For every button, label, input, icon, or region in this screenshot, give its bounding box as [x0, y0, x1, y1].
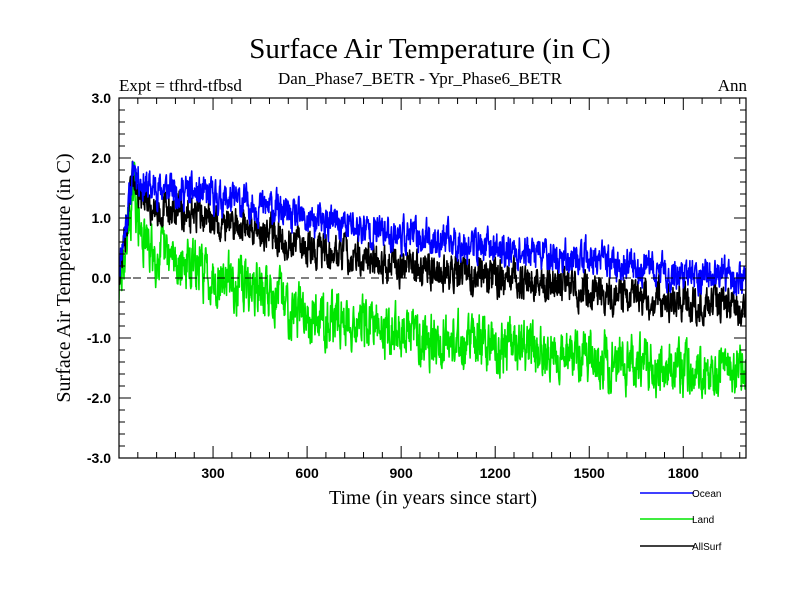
x-tick-label: 600	[295, 465, 319, 481]
y-tick-label: -1.0	[87, 330, 111, 346]
chart-title: Surface Air Temperature (in C)	[249, 33, 610, 65]
legend-label-land: Land	[692, 515, 714, 526]
series-line-ocean	[119, 160, 746, 297]
period-label: Ann	[718, 76, 748, 95]
y-tick-label: -3.0	[87, 450, 111, 466]
y-tick-label: 3.0	[92, 90, 112, 106]
y-axis-label: Surface Air Temperature (in C)	[53, 153, 75, 402]
x-tick-label: 1200	[480, 465, 511, 481]
y-tick-label: 2.0	[92, 150, 112, 166]
y-tick-label: 1.0	[92, 210, 112, 226]
legend-label-allsurf: AllSurf	[692, 542, 722, 553]
x-tick-label: 300	[201, 465, 225, 481]
legend-label-ocean: Ocean	[692, 489, 721, 500]
x-tick-label: 1500	[574, 465, 605, 481]
ticks-layer: 3.0 2.0 1.0 0.0 -1.0 -2.0 -3.0 300 600 900 1200 150…	[87, 90, 746, 481]
series-layer	[119, 160, 746, 400]
legend: Ocean Land AllSurf	[640, 489, 722, 553]
x-axis-label: Time (in years since start)	[329, 487, 537, 509]
x-tick-label: 1800	[668, 465, 699, 481]
experiment-label: Expt = tfhrd-tfbsd	[119, 76, 242, 95]
series-line-allsurf	[119, 160, 746, 327]
chart-subtitle: Dan_Phase7_BETR - Ypr_Phase6_BETR	[278, 69, 563, 88]
y-tick-label: -2.0	[87, 390, 111, 406]
y-tick-label: 0.0	[92, 270, 112, 286]
series-line-land	[119, 161, 746, 400]
x-tick-label: 900	[389, 465, 413, 481]
